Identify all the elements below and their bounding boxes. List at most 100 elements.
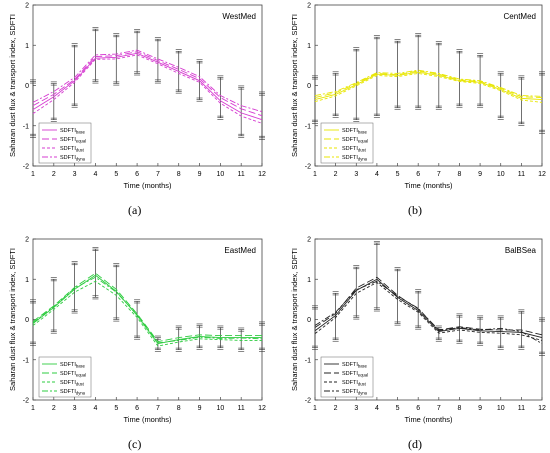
legend-label: SDFTIdust (60, 380, 85, 387)
legend-label-subscript: dyna (358, 391, 368, 396)
legend-label: SDFTIbase (342, 362, 368, 369)
y-axis-label: Saharan dust flux & transport index, SDF… (290, 248, 299, 391)
x-tick-label: 12 (258, 171, 266, 178)
y-axis-label: Saharan dust flux & transport index, SDF… (8, 14, 17, 157)
legend-label-main: SDFTI (60, 380, 76, 386)
legend-label-main: SDFTI (342, 362, 358, 368)
legend-label-main: SDFTI (342, 389, 358, 395)
y-tick-label: 1 (25, 277, 29, 284)
x-tick-label: 1 (31, 171, 35, 178)
legend-label-main: SDFTI (342, 380, 358, 386)
x-tick-label: 7 (156, 405, 160, 412)
x-tick-label: 3 (73, 171, 77, 178)
y-tick-label: -2 (305, 398, 311, 405)
x-axis-label: Time (months) (404, 181, 453, 190)
x-tick-label: 5 (114, 405, 118, 412)
caption-panel-c: (c) (128, 437, 142, 451)
x-tick-label: 3 (73, 405, 77, 412)
y-tick-label: 0 (25, 317, 29, 324)
x-tick-label: 2 (52, 171, 56, 178)
legend-label: SDFTIdust (342, 146, 367, 153)
x-tick-label: 11 (518, 405, 525, 412)
series-line-dust (32, 54, 263, 124)
series-line-dyna (32, 49, 263, 113)
x-tick-label: 6 (416, 171, 420, 178)
legend-label-subscript: dyna (76, 391, 86, 396)
legend-label-main: SDFTI (60, 128, 76, 134)
x-tick-label: 6 (416, 405, 420, 412)
legend-label: SDFTIdyna (60, 389, 86, 396)
legend-label-subscript: dust (76, 148, 85, 153)
y-tick-label: 1 (307, 277, 311, 284)
x-tick-label: 3 (354, 171, 358, 178)
legend-label: SDFTIequal (60, 137, 86, 144)
y-tick-label: 0 (307, 317, 311, 324)
series-line-equal (314, 276, 543, 336)
x-tick-label: 7 (156, 171, 160, 178)
y-tick-label: -2 (23, 164, 29, 171)
legend-label: SDFTIdyna (60, 155, 86, 162)
x-tick-label: 1 (31, 405, 35, 412)
x-tick-label: 10 (216, 405, 224, 412)
x-axis-label: Time (months) (123, 181, 172, 190)
chart-title: EastMed (224, 246, 256, 255)
x-tick-label: 4 (375, 405, 379, 412)
x-axis-label: Time (months) (123, 415, 172, 424)
x-tick-label: 10 (497, 171, 505, 178)
legend-label-main: SDFTI (60, 137, 76, 143)
series-line-base (314, 278, 543, 339)
legend-label-subscript: base (76, 364, 86, 369)
x-tick-label: 7 (437, 171, 441, 178)
x-tick-label: 5 (114, 171, 118, 178)
x-tick-label: 9 (198, 171, 202, 178)
y-tick-label: -1 (305, 123, 311, 130)
y-tick-label: -2 (305, 164, 311, 171)
x-tick-label: 10 (497, 405, 505, 412)
legend-label: SDFTIbase (60, 362, 86, 369)
x-tick-label: 1 (313, 405, 317, 412)
x-tick-label: 12 (538, 405, 546, 412)
y-tick-label: 2 (307, 237, 311, 244)
legend-label: SDFTIequal (60, 371, 86, 378)
series-line-equal (314, 70, 543, 99)
chart-title: WestMed (222, 12, 256, 21)
x-tick-label: 9 (478, 171, 482, 178)
x-tick-label: 11 (238, 171, 245, 178)
legend-label: SDFTIdust (342, 380, 367, 387)
legend-label: SDFTIequal (342, 371, 368, 378)
y-tick-label: 0 (307, 83, 311, 90)
legend-label: SDFTIdust (60, 146, 85, 153)
x-tick-label: 4 (94, 405, 98, 412)
y-tick-label: -2 (23, 398, 29, 405)
x-tick-label: 4 (94, 171, 98, 178)
x-tick-label: 5 (396, 171, 400, 178)
legend-label-subscript: equal (358, 373, 368, 378)
x-tick-label: 2 (334, 405, 338, 412)
x-tick-label: 8 (458, 405, 462, 412)
legend-label-subscript: equal (76, 139, 86, 144)
x-tick-label: 9 (198, 405, 202, 412)
x-tick-label: 11 (518, 171, 525, 178)
legend-label-subscript: dust (76, 382, 85, 387)
chart-title: CentMed (504, 12, 536, 21)
legend-label-main: SDFTI (60, 362, 76, 368)
series-line-base (32, 52, 263, 121)
x-tick-label: 12 (258, 405, 266, 412)
y-tick-label: 1 (25, 43, 29, 50)
x-tick-label: 2 (52, 405, 56, 412)
legend-label-subscript: dyna (76, 157, 86, 162)
x-tick-label: 6 (135, 171, 139, 178)
series-line-dust (314, 72, 543, 103)
series-line-dyna (314, 69, 543, 97)
y-tick-label: 2 (25, 237, 29, 244)
x-tick-label: 5 (396, 405, 400, 412)
y-tick-label: 0 (25, 83, 29, 90)
caption-panel-b: (b) (408, 203, 422, 217)
legend-label-main: SDFTI (342, 146, 358, 152)
legend-label-subscript: equal (76, 373, 86, 378)
x-axis-label: Time (months) (404, 415, 453, 424)
legend-label-subscript: base (76, 130, 86, 135)
